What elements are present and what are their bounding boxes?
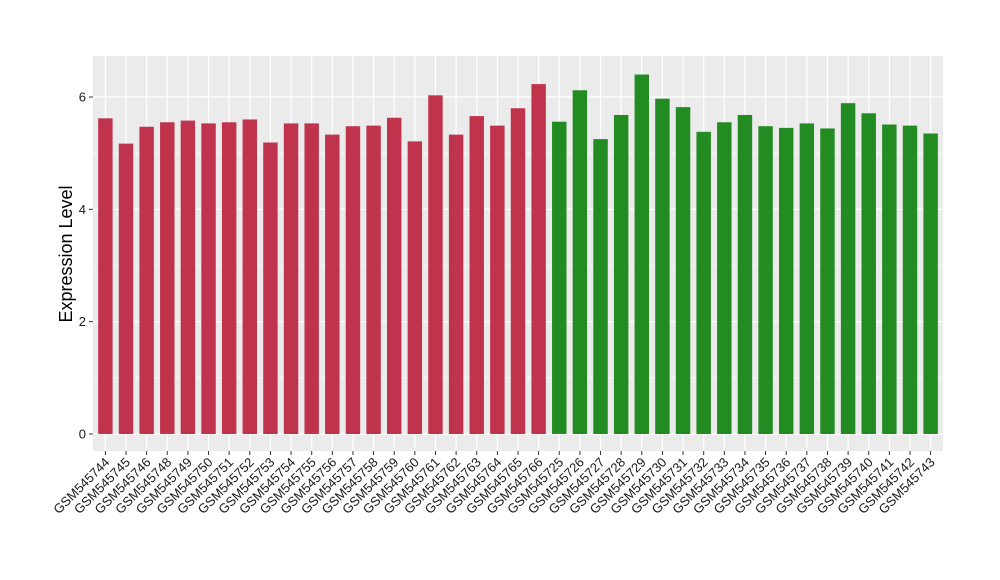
- bar-GSM545741: [882, 124, 897, 434]
- x-axis: GSM545744GSM545745GSM545746GSM545748GSM5…: [50, 451, 938, 517]
- bar-GSM545728: [613, 114, 629, 435]
- bar-GSM545763: [469, 116, 484, 434]
- bar-GSM545742: [902, 125, 918, 435]
- bar-GSM545735: [758, 126, 773, 434]
- bar-GSM545731: [675, 107, 691, 435]
- bar-GSM545760: [407, 141, 423, 434]
- bar-GSM545754: [283, 123, 299, 435]
- bar-GSM545737: [799, 123, 815, 435]
- bar-GSM545759: [386, 117, 402, 434]
- bar-GSM545751: [221, 122, 237, 435]
- bar-GSM545729: [634, 74, 650, 435]
- y-tick-label: 6: [79, 90, 86, 105]
- bar-GSM545761: [428, 95, 443, 434]
- bar-GSM545762: [448, 134, 464, 435]
- bar-GSM545739: [840, 103, 856, 434]
- y-axis-title: Expression Level: [56, 185, 76, 322]
- bar-GSM545752: [242, 119, 258, 434]
- bar-GSM545734: [737, 114, 753, 435]
- bar-GSM545730: [655, 98, 670, 434]
- bar-GSM545745: [118, 143, 134, 434]
- bar-GSM545736: [778, 127, 794, 435]
- bar-GSM545764: [490, 125, 505, 435]
- bar-GSM545746: [139, 126, 154, 434]
- bar-GSM545758: [366, 125, 381, 435]
- bar-GSM545750: [201, 123, 216, 435]
- bar-GSM545726: [572, 90, 588, 434]
- bar-GSM545756: [325, 134, 340, 435]
- bar-GSM545744: [98, 118, 113, 435]
- bar-GSM545755: [304, 123, 319, 435]
- bar-GSM545738: [820, 128, 835, 434]
- bar-GSM545732: [696, 131, 711, 434]
- bar-GSM545743: [923, 133, 938, 434]
- bar-GSM545727: [593, 139, 608, 434]
- bar-GSM545765: [510, 108, 526, 434]
- bar-GSM545748: [160, 122, 175, 435]
- y-tick-label: 0: [79, 427, 86, 442]
- bar-GSM545733: [717, 122, 732, 435]
- bar-GSM545757: [345, 126, 361, 434]
- bar-GSM545725: [552, 121, 567, 435]
- bar-GSM545749: [180, 120, 196, 434]
- bar-GSM545753: [263, 142, 278, 434]
- bar-GSM545766: [531, 84, 546, 434]
- y-tick-label: 2: [79, 314, 86, 329]
- bar-GSM545740: [861, 113, 876, 434]
- bars: [98, 74, 938, 435]
- y-axis: 0 2 4 6: [79, 90, 93, 442]
- y-tick-label: 4: [79, 202, 86, 217]
